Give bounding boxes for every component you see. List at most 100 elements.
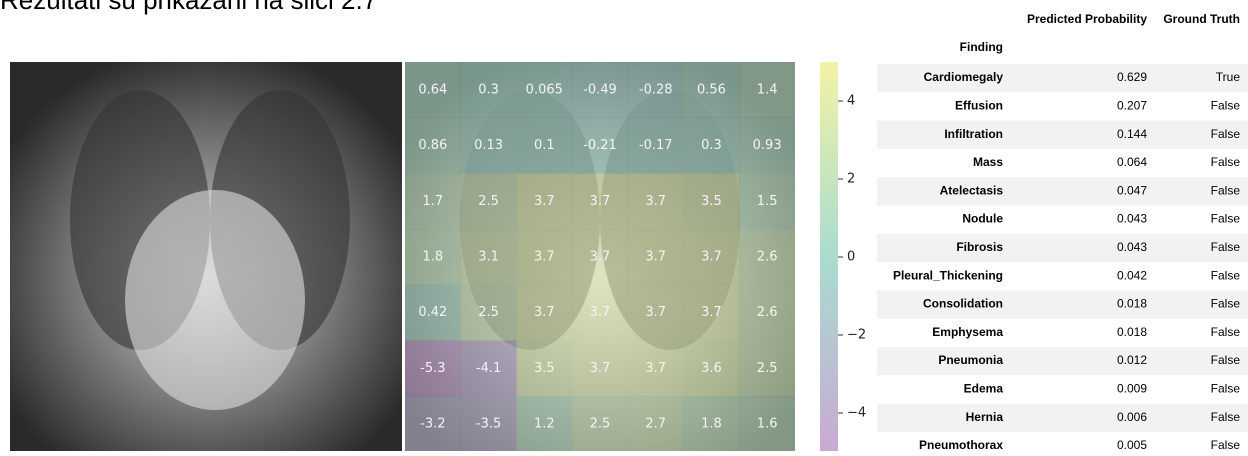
cell-label: 3.7 [590, 361, 611, 376]
row-stripe [877, 290, 1248, 319]
cell-label: 0.42 [418, 305, 447, 320]
probability: 0.005 [1117, 438, 1147, 451]
cell-label: 3.7 [534, 250, 555, 265]
cell-label: -4.1 [476, 361, 501, 376]
row-stripe [877, 120, 1248, 149]
cell-label: 3.6 [701, 361, 722, 376]
cell-label: -5.3 [420, 361, 445, 376]
finding: Edema [964, 381, 1004, 395]
heatmap-cell [572, 229, 628, 285]
heatmap-cell [516, 62, 573, 118]
colorbar [820, 62, 838, 452]
cell-label: 1.2 [534, 417, 555, 432]
cell-label: 2.5 [478, 194, 499, 209]
probability: 0.207 [1117, 98, 1147, 112]
colorbar-tick-label: 4 [847, 94, 855, 109]
cell-label: 0.065 [526, 82, 563, 97]
ground-truth: False [1211, 98, 1241, 112]
finding: Consolidation [923, 297, 1003, 311]
heatmap-cell [739, 340, 795, 397]
heatmap-cell [683, 284, 740, 341]
cell-label: 2.5 [478, 305, 499, 320]
cell-label: 0.64 [418, 82, 447, 97]
heatmap-cell [460, 229, 517, 285]
cell-label: 2.7 [645, 417, 666, 432]
probability: 0.047 [1117, 183, 1147, 197]
heatmap-cell [683, 117, 740, 174]
cell-label: 2.6 [757, 305, 778, 320]
cell-label: 1.4 [757, 82, 778, 97]
cell-label: -3.2 [420, 417, 445, 432]
heatmap-cell [405, 340, 461, 397]
heatmap-cell [460, 284, 517, 341]
xray-image [10, 62, 402, 452]
cell-label: 3.1 [478, 250, 499, 265]
finding: Nodule [962, 212, 1003, 226]
heatmap-cell [739, 173, 795, 230]
cell-label: 3.7 [645, 361, 666, 376]
probability: 0.042 [1117, 268, 1147, 282]
finding: Mass [973, 155, 1003, 169]
cell-label: 0.56 [697, 82, 726, 97]
heatmap-cell [460, 117, 517, 174]
cell-label: 1.8 [423, 250, 444, 265]
heatmap-cell [516, 340, 573, 397]
heatmap-cell [405, 173, 461, 230]
heatmap-cell [516, 117, 573, 174]
cell-label: 1.8 [701, 417, 722, 432]
heatmap-cell [405, 229, 461, 285]
cell-label: 3.7 [701, 250, 722, 265]
row-stripe [877, 347, 1248, 376]
cell-label: 1.6 [757, 417, 778, 432]
heatmap-cell [516, 173, 573, 230]
heatmap-cell [627, 340, 684, 397]
cell-label: -0.17 [639, 138, 673, 153]
probability: 0.009 [1117, 381, 1147, 395]
heatmap-cell [627, 173, 684, 230]
heatmap-cell [572, 340, 628, 397]
column-header: Predicted Probability [1027, 12, 1147, 26]
heatmap-cell [572, 173, 628, 230]
cell-label: 0.13 [474, 138, 503, 153]
heatmap-cell [460, 173, 517, 230]
ground-truth: False [1211, 155, 1241, 169]
colorbar-tick-label: 0 [847, 250, 855, 265]
cell-label: 2.5 [590, 417, 611, 432]
heatmap-cell [572, 62, 628, 118]
finding: Effusion [955, 98, 1003, 112]
cell-label: 0.3 [701, 138, 722, 153]
heatmap-cell [572, 284, 628, 341]
row-stripe [877, 177, 1248, 206]
cell-label: 0.93 [753, 138, 782, 153]
ground-truth: False [1211, 438, 1241, 451]
row-stripe [877, 403, 1248, 432]
index-header: Finding [960, 40, 1003, 54]
heatmap-cell [739, 396, 795, 452]
probability: 0.144 [1117, 127, 1147, 141]
finding: Fibrosis [956, 240, 1003, 254]
heatmap-cell [683, 173, 740, 230]
cell-label: 3.7 [534, 305, 555, 320]
heatmap-cell [460, 396, 517, 452]
cell-label: 1.5 [757, 194, 778, 209]
ground-truth: False [1211, 183, 1241, 197]
probability: 0.043 [1117, 212, 1147, 226]
heatmap-cell [627, 62, 684, 118]
heatmap-cell [627, 117, 684, 174]
heatmap-cell [683, 340, 740, 397]
ground-truth: False [1211, 325, 1241, 339]
colorbar-tick-label: −4 [847, 406, 866, 421]
heatmap-cell [683, 229, 740, 285]
cell-label: 3.7 [701, 305, 722, 320]
cell-label: 3.7 [590, 194, 611, 209]
cell-label: -0.28 [639, 82, 673, 97]
heatmap-cell [516, 229, 573, 285]
heatmap-cell [739, 229, 795, 285]
title: Rezultati su prikazani na slici 2.7 [0, 0, 377, 15]
ground-truth: False [1211, 297, 1241, 311]
ground-truth: False [1211, 127, 1241, 141]
cell-label: 2.6 [757, 250, 778, 265]
probability: 0.018 [1117, 325, 1147, 339]
heatmap-cell [627, 396, 684, 452]
